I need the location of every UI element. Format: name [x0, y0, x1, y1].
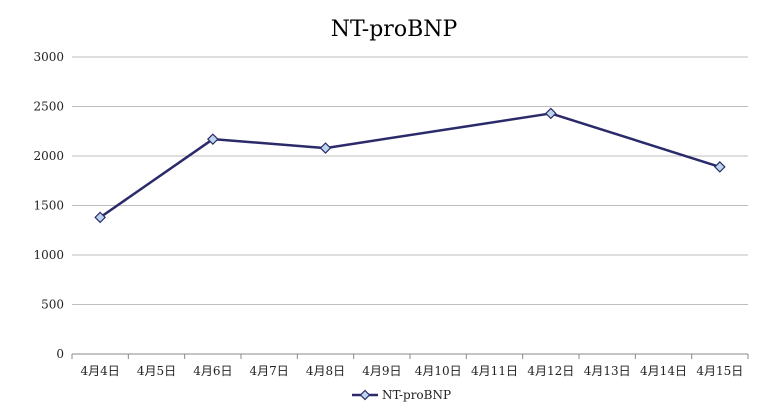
x-tick-label: 4月14日 [640, 364, 687, 378]
y-tick-label: 500 [41, 298, 64, 312]
x-tick-label: 4月13日 [584, 364, 631, 378]
legend-marker-swatch [359, 389, 371, 401]
x-tick-label: 4月11日 [471, 364, 518, 378]
data-point-marker [94, 211, 107, 224]
y-tick-label: 3000 [33, 50, 64, 64]
data-point-marker [319, 142, 332, 154]
data-point-marker [544, 107, 557, 120]
x-tick-label: 4月9日 [362, 364, 401, 378]
legend-label: NT-proBNP [382, 388, 451, 402]
x-axis-ticks: 4月4日 4月5日 4月6日 4月7日 4月8日 4月9日 4月10日 4月11日 4月12日 4… [71, 354, 749, 378]
data-point-marker [206, 133, 219, 146]
y-axis-ticks: 0 500 1000 1500 2000 2500 3000 [33, 50, 64, 361]
x-tick-label: 4月8日 [306, 364, 345, 378]
x-tick-label: 4月12日 [527, 364, 574, 378]
y-tick-label: 2500 [33, 100, 64, 114]
y-tick-label: 1500 [33, 199, 64, 213]
x-tick-label: 4月10日 [415, 364, 462, 378]
legend: NT-proBNP [352, 388, 451, 402]
y-tick-label: 0 [56, 347, 64, 361]
x-tick-label: 4月7日 [250, 364, 289, 378]
x-tick-label: 4月5日 [137, 364, 176, 378]
x-tick-label: 4月15日 [696, 364, 743, 378]
y-tick-label: 2000 [33, 149, 64, 163]
series-lines [94, 107, 726, 224]
data-point-marker [713, 161, 726, 173]
x-tick-label: 4月4日 [81, 364, 120, 378]
y-tick-label: 1000 [33, 248, 64, 262]
chart-title: NT-proBNP [331, 17, 458, 42]
gridlines [72, 56, 748, 355]
x-tick-label: 4月6日 [193, 364, 232, 378]
series-line [99, 112, 721, 219]
